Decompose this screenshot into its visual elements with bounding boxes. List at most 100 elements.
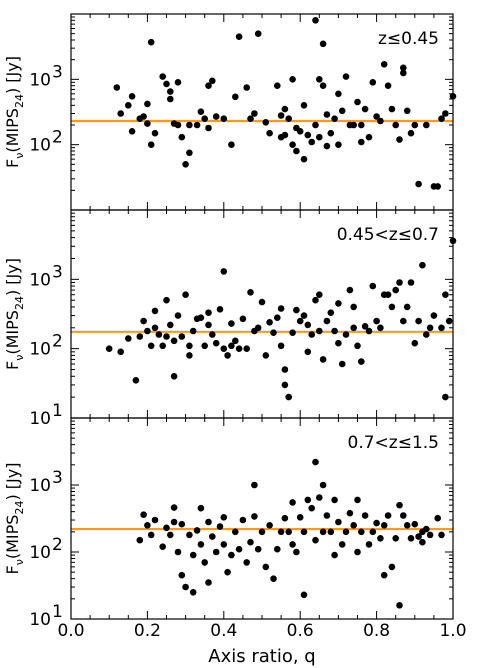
data-point — [380, 61, 388, 68]
data-point — [182, 291, 189, 299]
data-point — [285, 393, 293, 401]
data-point — [361, 512, 369, 519]
data-point — [220, 345, 228, 353]
data-point — [216, 306, 224, 313]
data-point — [186, 149, 193, 157]
y-axis-label-part: F — [3, 159, 22, 168]
data-point — [323, 512, 331, 519]
data-point — [232, 528, 239, 536]
data-point — [346, 509, 354, 517]
data-point — [300, 155, 308, 163]
data-point — [205, 309, 212, 317]
data-point — [300, 102, 308, 109]
data-point — [113, 84, 121, 91]
data-point — [338, 107, 346, 115]
data-point — [189, 327, 197, 335]
data-point — [296, 128, 304, 135]
y-tick-label: 10 — [29, 136, 51, 156]
data-point — [174, 312, 182, 319]
y-tick-label: 10 — [29, 610, 51, 630]
x-axis-label: Axis ratio, q — [208, 646, 315, 667]
y-tick-label: 10 — [29, 543, 51, 563]
data-point — [193, 527, 201, 534]
data-point — [128, 128, 136, 135]
data-point — [365, 541, 373, 548]
data-point — [312, 17, 319, 24]
data-point — [262, 119, 270, 126]
data-point — [316, 494, 323, 501]
data-point — [293, 147, 300, 155]
data-point — [407, 279, 415, 286]
data-point — [400, 69, 407, 77]
data-point — [197, 541, 205, 548]
data-point — [335, 141, 342, 148]
data-point — [426, 324, 434, 332]
data-point — [354, 342, 361, 350]
data-point — [354, 548, 361, 556]
data-point — [174, 79, 182, 86]
data-point — [251, 481, 258, 489]
data-point — [224, 568, 231, 576]
data-point — [243, 559, 250, 566]
data-point — [186, 531, 193, 539]
data-point — [136, 536, 144, 544]
data-point — [174, 121, 182, 129]
data-point — [209, 533, 216, 540]
data-point — [396, 501, 403, 509]
data-point — [411, 339, 419, 347]
data-point — [289, 499, 296, 506]
y-axis-label-part: ) [Jy] — [3, 463, 22, 501]
data-point — [407, 129, 415, 137]
data-point — [384, 512, 392, 519]
data-point — [262, 352, 270, 359]
data-point — [434, 514, 442, 522]
data-point — [205, 518, 212, 526]
data-point — [277, 305, 285, 312]
data-point — [228, 141, 235, 148]
data-point — [105, 345, 113, 353]
data-point — [167, 95, 174, 103]
data-point — [128, 93, 136, 100]
data-point — [235, 545, 243, 553]
data-point — [209, 331, 216, 338]
data-point — [423, 121, 430, 129]
data-point — [346, 286, 354, 294]
data-point — [312, 121, 319, 129]
data-point — [342, 528, 350, 536]
data-point — [228, 320, 235, 327]
data-point — [197, 314, 205, 322]
data-point — [423, 525, 430, 533]
x-tick-label: 0.0 — [57, 621, 84, 641]
data-point — [151, 129, 159, 137]
data-point — [281, 105, 289, 113]
y-axis-label-part: F — [3, 361, 22, 370]
data-point — [415, 317, 422, 325]
data-point — [365, 327, 373, 335]
data-point — [293, 306, 300, 314]
panel-annotation: 0.7<z≤1.5 — [348, 433, 439, 453]
data-point — [170, 518, 178, 526]
data-point — [430, 312, 438, 319]
data-point — [304, 131, 312, 139]
y-axis-label-part: ) [Jy] — [3, 258, 22, 296]
data-point — [247, 538, 254, 546]
data-point — [354, 98, 361, 106]
y-tick-exponent: 3 — [52, 262, 63, 282]
data-point — [331, 496, 338, 504]
data-point — [216, 523, 224, 530]
y-axis-label: Fν(MIPS24) [Jy] — [3, 258, 26, 370]
data-point — [254, 324, 262, 332]
data-point — [358, 528, 365, 536]
y-axis-label-part: 24 — [13, 501, 26, 515]
y-tick-label: 10 — [29, 476, 51, 496]
data-point — [178, 571, 186, 579]
data-point — [289, 541, 296, 548]
data-point — [350, 121, 358, 129]
data-point — [201, 115, 208, 122]
data-point — [274, 82, 281, 89]
scatter-points — [105, 237, 457, 401]
data-point — [147, 38, 155, 46]
data-point — [392, 286, 400, 294]
data-point — [117, 110, 124, 117]
